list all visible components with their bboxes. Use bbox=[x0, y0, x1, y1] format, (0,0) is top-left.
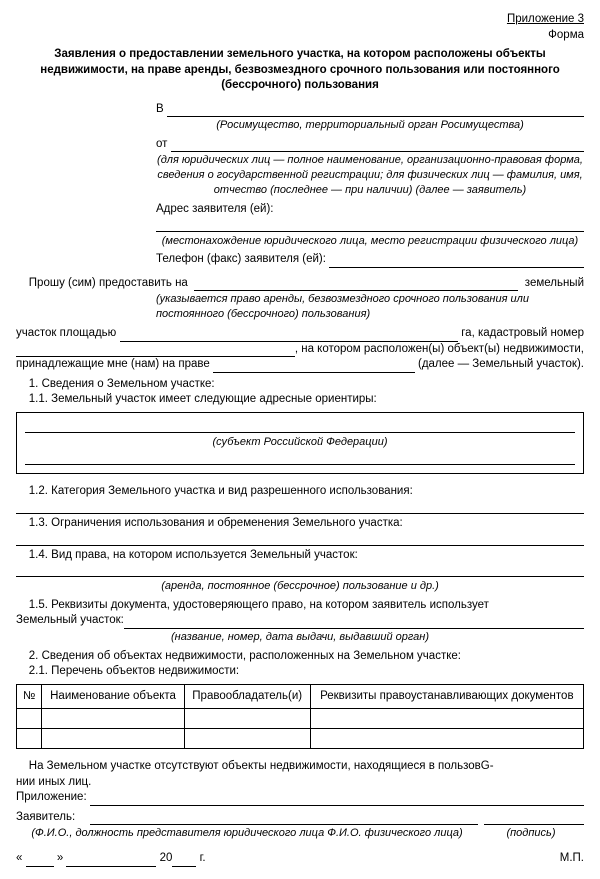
field-right[interactable] bbox=[16, 565, 584, 577]
plot-post: га, кадастровый номер bbox=[461, 326, 584, 342]
label-v: В bbox=[156, 102, 164, 118]
no-other-objects-2: нии иных лиц. bbox=[16, 776, 91, 788]
label-ot: от bbox=[156, 137, 167, 153]
objects-table: № Наименование объекта Правообладатель(и… bbox=[16, 684, 584, 750]
field-subject-rf[interactable] bbox=[25, 421, 575, 433]
s1-2: 1.2. Категория Земельного участка и вид … bbox=[29, 485, 413, 497]
hint-v: (Росимущество, территориальный орган Рос… bbox=[156, 118, 584, 133]
field-attachment[interactable] bbox=[90, 794, 584, 806]
s2-1: 2.1. Перечень объектов недвижимости: bbox=[29, 665, 239, 677]
s1-1: 1.1. Земельный участок имеет следующие а… bbox=[29, 393, 377, 405]
col-num: № bbox=[17, 684, 42, 709]
field-ot[interactable] bbox=[171, 140, 584, 152]
ownership-post: (далее — Земельный участок). bbox=[418, 357, 584, 373]
field-cadastral[interactable] bbox=[16, 345, 295, 357]
hint-signature: (подпись) bbox=[478, 826, 584, 841]
table-row[interactable] bbox=[17, 729, 584, 749]
attachment-label: Приложение: bbox=[16, 790, 87, 806]
col-owner: Правообладатель(и) bbox=[184, 684, 310, 709]
year-suffix: г. bbox=[200, 852, 206, 864]
col-name: Наименование объекта bbox=[42, 684, 184, 709]
s1-3: 1.3. Ограничения использования и обремен… bbox=[29, 517, 403, 529]
appendix-label: Приложение 3 bbox=[507, 13, 584, 25]
field-applicant[interactable] bbox=[90, 813, 478, 825]
address-box: (субъект Российской Федерации) bbox=[16, 412, 584, 475]
field-day[interactable] bbox=[26, 856, 54, 867]
field-restrictions[interactable] bbox=[16, 534, 584, 546]
year-pre: 20 bbox=[160, 852, 173, 864]
applicant-label: Заявитель: bbox=[16, 810, 75, 826]
date-quote-l: « bbox=[16, 852, 22, 864]
s1-5-line2-pre: Земельный участок: bbox=[16, 613, 124, 629]
hint-ot: (для юридических лиц — полное наименован… bbox=[156, 153, 584, 198]
request-post: земельный bbox=[525, 276, 584, 292]
hint-subject-rf: (субъект Российской Федерации) bbox=[25, 435, 575, 450]
field-signature[interactable] bbox=[484, 813, 584, 825]
s1-5: 1.5. Реквизиты документа, удостоверяющег… bbox=[29, 599, 489, 611]
date-quote-r: » bbox=[57, 852, 63, 864]
field-doc-details[interactable] bbox=[124, 617, 584, 629]
field-month[interactable] bbox=[66, 856, 156, 867]
field-addr[interactable] bbox=[156, 220, 584, 232]
field-address-extra[interactable] bbox=[25, 453, 575, 465]
ownership-pre: принадлежащие мне (нам) на праве bbox=[16, 357, 210, 373]
document-title: Заявления о предоставлении земельного уч… bbox=[16, 47, 584, 94]
hint-addr: (местонахождение юридического лица, мест… bbox=[156, 234, 584, 249]
no-other-objects: На Земельном участке отсутствуют объекты… bbox=[29, 760, 494, 772]
field-phone[interactable] bbox=[329, 256, 584, 268]
field-ownership[interactable] bbox=[213, 361, 415, 373]
s1-4: 1.4. Вид права, на котором используется … bbox=[29, 549, 358, 561]
plot-pre: участок площадью bbox=[16, 326, 116, 342]
hint-right: (аренда, постоянное (бессрочное) пользов… bbox=[16, 579, 584, 594]
field-v[interactable] bbox=[167, 105, 584, 117]
plot-line2-post: , на котором расположен(ы) объект(ы) нед… bbox=[295, 342, 584, 358]
form-label: Форма bbox=[548, 29, 584, 41]
field-area[interactable] bbox=[120, 330, 459, 342]
hint-applicant: (Ф.И.О., должность представителя юридиче… bbox=[16, 826, 478, 841]
col-docs: Реквизиты правоустанавливающих документо… bbox=[310, 684, 583, 709]
hint-doc: (название, номер, дата выдачи, выдавший … bbox=[16, 630, 584, 645]
hint-right-type: (указывается право аренды, безвозмездног… bbox=[16, 292, 584, 322]
s1-heading: 1. Сведения о Земельном участке: bbox=[29, 378, 215, 390]
table-row[interactable] bbox=[17, 709, 584, 729]
s2-heading: 2. Сведения об объектах недвижимости, ра… bbox=[29, 650, 461, 662]
field-category[interactable] bbox=[16, 502, 584, 514]
field-right-type[interactable] bbox=[194, 279, 518, 291]
request-pre: Прошу (сим) предоставить на bbox=[29, 276, 188, 292]
label-phone: Телефон (факс) заявителя (ей): bbox=[156, 252, 326, 268]
field-year[interactable] bbox=[172, 856, 196, 867]
label-addr: Адрес заявителя (ей): bbox=[156, 202, 584, 218]
stamp-label: М.П. bbox=[560, 851, 584, 867]
